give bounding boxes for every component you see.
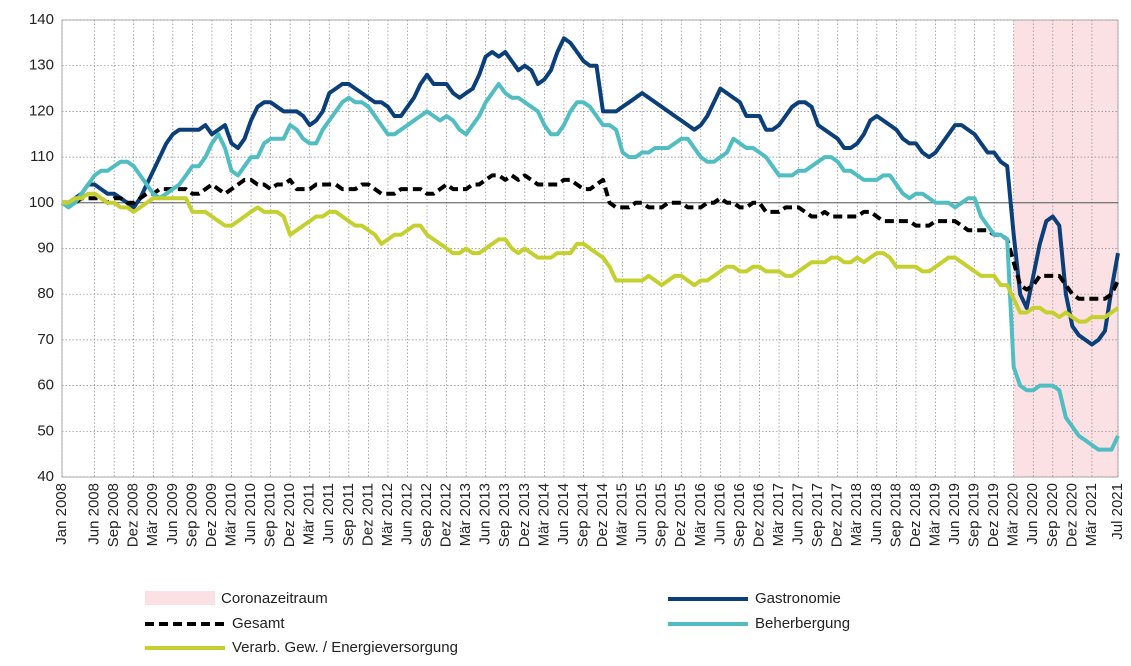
y-tick-label: 140 <box>29 11 54 28</box>
x-tick-label: Jun 2012 <box>398 483 415 545</box>
x-tick-label: Sep 2016 <box>731 483 748 547</box>
x-tick-label: Sep 2008 <box>105 483 122 547</box>
x-tick-label: Jun 2020 <box>1024 483 1041 545</box>
y-tick-label: 100 <box>29 194 54 211</box>
x-tick-label: Mär 2011 <box>301 483 318 545</box>
x-tick-label: Sep 2020 <box>1044 483 1061 547</box>
x-tick-label: Jun 2019 <box>946 483 963 545</box>
series-line <box>60 82 1120 452</box>
x-tick-label: Sep 2018 <box>887 483 904 547</box>
x-tick-label: Jun 2009 <box>164 483 181 545</box>
x-tick-label: Sep 2009 <box>183 483 200 547</box>
x-tick-label: Mär 2012 <box>379 483 396 546</box>
x-tick-label: Dez 2015 <box>672 483 689 547</box>
legend-label: Gesamt <box>232 615 285 632</box>
x-tick-label: Mär 2018 <box>848 483 865 546</box>
x-tick-label: Sep 2013 <box>496 483 513 547</box>
y-tick-label: 90 <box>37 239 54 256</box>
x-tick-label: Jun 2014 <box>555 483 572 545</box>
legend-label: Gastronomie <box>755 590 841 607</box>
x-tick-label: Dez 2020 <box>1063 483 1080 547</box>
x-tick-label: Sep 2015 <box>653 483 670 547</box>
x-tick-label: Mär 2016 <box>692 483 709 546</box>
x-tick-label: Dez 2010 <box>281 483 298 547</box>
x-tick-label: Dez 2017 <box>829 483 846 547</box>
y-tick-label: 80 <box>37 285 54 302</box>
y-tick-label: 40 <box>37 468 54 485</box>
x-tick-label: Jun 2016 <box>711 483 728 545</box>
x-tick-label: Mär 2019 <box>926 483 943 546</box>
x-tick-label: Dez 2012 <box>438 483 455 547</box>
y-tick-label: 50 <box>37 422 54 439</box>
series-line <box>62 191 1120 324</box>
y-tick-label: 60 <box>37 377 54 394</box>
x-tick-label: Mär 2013 <box>457 483 474 546</box>
x-tick-label: Dez 2016 <box>750 483 767 547</box>
x-tick-label: Sep 2017 <box>809 483 826 547</box>
x-tick-label: Jun 2011 <box>320 483 337 544</box>
x-tick-label: Jun 2015 <box>633 483 650 545</box>
x-tick-label: Jun 2017 <box>790 483 807 545</box>
y-tick-label: 110 <box>30 148 54 165</box>
series-line <box>62 173 1120 301</box>
x-tick-label: Sep 2012 <box>418 483 435 547</box>
x-tick-label: Mär 2017 <box>770 483 787 546</box>
y-tick-label: 120 <box>29 102 54 119</box>
x-tick-label: Mär 2021 <box>1083 483 1100 546</box>
legend-label: Coronazeitraum <box>221 590 328 607</box>
x-tick-label: Jun 2013 <box>477 483 494 545</box>
x-tick-label: Dez 2009 <box>203 483 220 547</box>
x-tick-label: Mär 2014 <box>535 483 552 546</box>
x-tick-label: Jul 2021 <box>1109 483 1126 540</box>
y-tick-label: 130 <box>29 57 54 74</box>
x-tick-label: Sep 2014 <box>574 483 591 547</box>
y-tick-label: 70 <box>37 331 54 348</box>
x-tick-label: Dez 2013 <box>516 483 533 547</box>
x-tick-label: Dez 2008 <box>125 483 142 547</box>
x-tick-label: Dez 2014 <box>594 483 611 547</box>
x-tick-label: Mär 2010 <box>222 483 239 546</box>
x-tick-label: Jun 2018 <box>868 483 885 545</box>
series-line <box>62 36 1120 347</box>
x-tick-label: Mär 2009 <box>144 483 161 546</box>
legend-label: Verarb. Gew. / Energieversorgung <box>232 639 458 656</box>
plot-frame <box>61 19 1119 478</box>
x-tick-label: Dez 2011 <box>359 483 376 546</box>
x-tick-label: Sep 2019 <box>966 483 983 547</box>
x-tick-label: Dez 2019 <box>985 483 1002 547</box>
legend-label: Beherbergung <box>755 615 850 632</box>
x-tick-label: Mär 2020 <box>1005 483 1022 546</box>
x-tick-label: Jun 2008 <box>86 483 103 545</box>
x-tick-label: Jan 2008 <box>53 483 70 545</box>
x-tick-label: Sep 2011 <box>340 483 357 546</box>
x-tick-label: Jun 2010 <box>242 483 259 545</box>
x-tick-label: Dez 2018 <box>907 483 924 547</box>
x-tick-label: Sep 2010 <box>262 483 279 547</box>
legend-swatch <box>145 591 215 605</box>
x-tick-label: Mär 2015 <box>614 483 631 546</box>
highlight-band <box>1013 20 1118 477</box>
